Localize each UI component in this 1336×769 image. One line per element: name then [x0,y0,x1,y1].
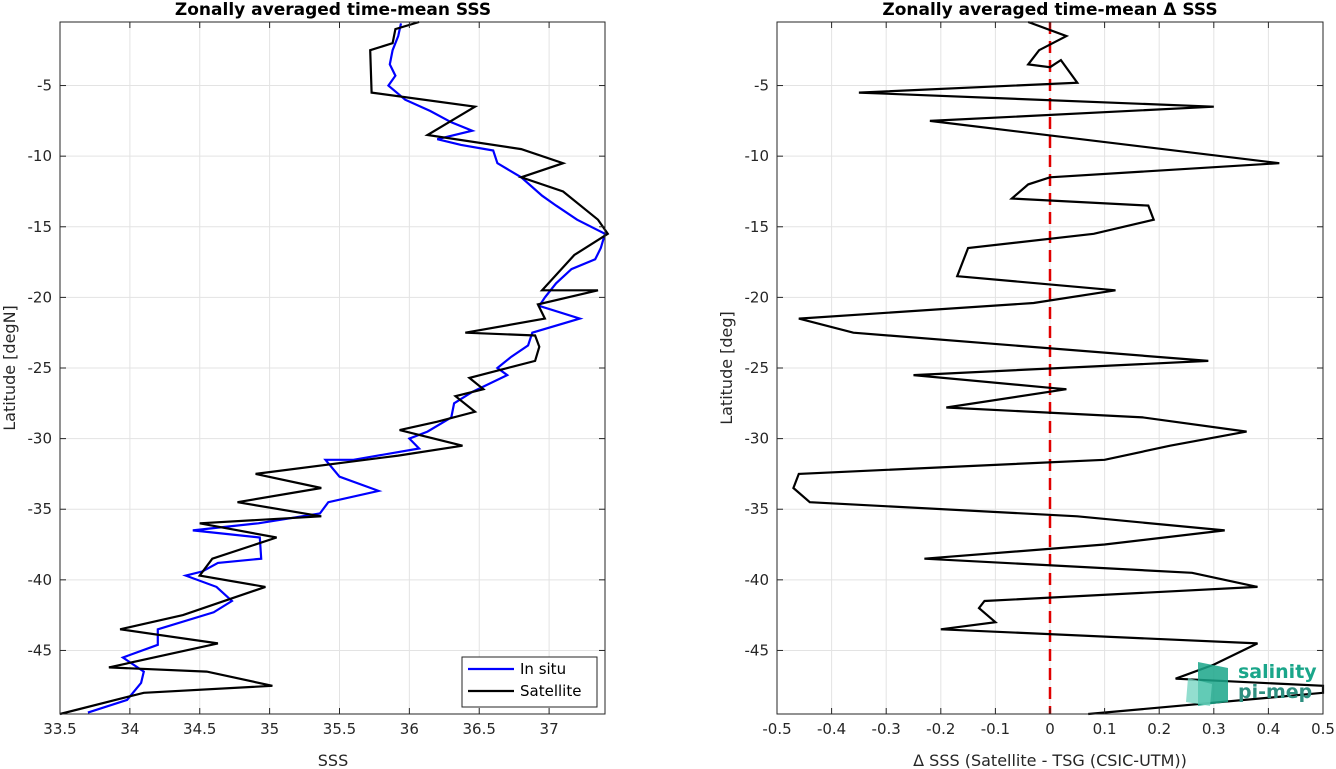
delta-sss-y-tick-label: -45 [745,641,770,659]
sss-x-tick-label: 35.5 [323,720,356,738]
legend-box [461,656,598,708]
sss-grid [59,22,605,714]
delta-sss-y-axis-label: Latitude [deg] [717,311,736,425]
delta-sss-x-tick-label: -0.2 [926,720,955,738]
sss-x-tick-label: 36 [400,720,419,738]
sss-y-tick-label: -10 [28,147,53,165]
sss-x-tick-label: 36.5 [463,720,496,738]
logo-line2: pi-mep [1238,681,1312,703]
sss-x-axis-label: SSS [318,751,348,769]
delta-sss-series-lines [792,20,1325,716]
sss-y-tick-label: -5 [37,77,52,95]
logo-line1: salinity [1238,661,1317,683]
sss-line-satellite [59,20,610,716]
sss-y-tick-label: -45 [28,641,53,659]
delta-sss-y-tick-label: -5 [754,77,769,95]
sss-y-tick-label: -20 [28,288,53,306]
sss-y-axis-label: Latitude [degN] [0,305,19,431]
delta-sss-line-series-0 [792,20,1325,716]
delta-sss-x-tick-label: 0.5 [1311,720,1335,738]
delta-sss-x-tick-label: -0.4 [817,720,846,738]
delta-sss-x-tick-label: 0.3 [1202,720,1226,738]
legend: In situ Satellite [461,656,598,708]
delta-sss-x-tick-label: 0.2 [1147,720,1171,738]
sss-y-tick-label: -40 [28,571,53,589]
delta-sss-panel: Zonally averaged time-mean Δ SSS -0.5 -0.… [717,0,1335,769]
delta-sss-x-tick-label: -0.1 [981,720,1010,738]
sss-panel: Zonally averaged time-mean SSS 33.5 34 34.… [0,0,610,769]
sss-x-tick-label: 35 [260,720,279,738]
sss-x-tick-label: 37 [540,720,559,738]
sss-y-tick-label: -30 [28,430,53,448]
delta-sss-x-tick-label: -0.3 [872,720,901,738]
sss-x-tick-label: 34.5 [183,720,216,738]
sss-x-tick-label: 34 [120,720,139,738]
sss-x-tick-label: 33.5 [43,720,76,738]
delta-sss-x-axis-label: Δ SSS (Satellite - TSG (CSIC-UTM)) [913,751,1187,769]
sss-ticks: 33.5 34 34.5 35 35.5 36 36.5 37 -5 -10 -15 -20 -25 -3… [28,22,605,738]
delta-sss-x-tick-label: -0.5 [762,720,791,738]
delta-sss-y-tick-label: -35 [745,500,770,518]
delta-sss-x-tick-label: 0 [1045,720,1055,738]
delta-sss-y-tick-label: -10 [745,147,770,165]
sss-y-tick-label: -25 [28,359,53,377]
delta-sss-x-tick-label: 0.1 [1093,720,1117,738]
delta-sss-chart-title: Zonally averaged time-mean Δ SSS [882,0,1217,20]
delta-sss-ticks: -0.5 -0.4 -0.3 -0.2 -0.1 0 0.1 0.2 0.3 0.4 0.5 -5 -1… [745,22,1335,738]
sss-chart-title: Zonally averaged time-mean SSS [175,0,491,20]
delta-sss-y-tick-label: -30 [745,430,770,448]
logo-mark-light [1186,678,1212,706]
sss-series-lines [59,20,610,716]
delta-sss-y-tick-label: -40 [745,571,770,589]
legend-label-satellite: Satellite [520,682,581,700]
sss-y-tick-label: -15 [28,218,53,236]
delta-sss-y-tick-label: -25 [745,359,770,377]
legend-label-in-situ: In situ [520,660,566,678]
delta-sss-x-tick-label: 0.4 [1256,720,1280,738]
delta-sss-y-tick-label: -15 [745,218,770,236]
salinity-pi-mep-logo: salinity pi-mep [1186,661,1317,706]
delta-sss-y-tick-label: -20 [745,288,770,306]
sss-y-tick-label: -35 [28,500,53,518]
